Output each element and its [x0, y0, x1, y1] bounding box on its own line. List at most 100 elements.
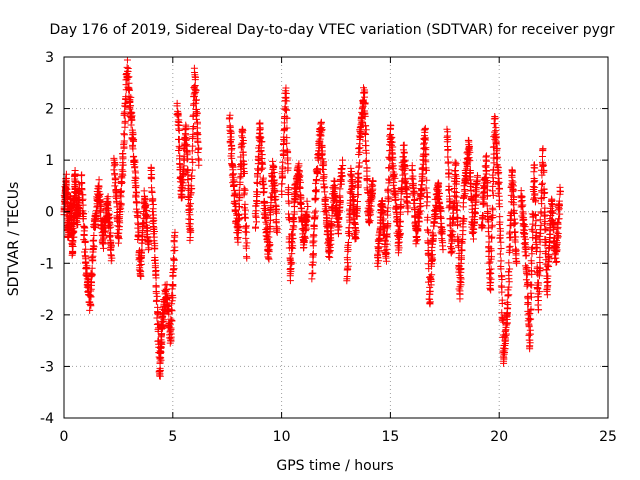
data-point — [229, 170, 237, 178]
data-point — [491, 120, 499, 128]
data-point — [400, 166, 408, 174]
data-point — [354, 177, 362, 185]
data-point — [489, 187, 497, 195]
data-point — [497, 238, 505, 246]
data-point — [141, 194, 149, 202]
data-point — [543, 279, 551, 287]
data-point — [397, 202, 405, 210]
data-point — [117, 200, 125, 208]
data-point — [556, 210, 564, 218]
data-point — [387, 141, 395, 149]
data-point — [195, 144, 203, 152]
data-point — [259, 164, 267, 172]
data-point — [107, 229, 115, 237]
data-point — [390, 170, 398, 178]
data-point — [458, 247, 466, 255]
data-point — [466, 157, 474, 165]
data-point — [497, 245, 505, 253]
data-point — [331, 184, 339, 192]
data-point — [465, 136, 473, 144]
data-point — [129, 136, 137, 144]
data-point — [492, 138, 500, 146]
data-point — [165, 310, 173, 318]
data-point — [236, 174, 244, 182]
data-point — [260, 184, 268, 192]
data-point — [123, 74, 131, 82]
data-point — [404, 208, 412, 216]
data-point — [444, 153, 452, 161]
data-point — [409, 191, 417, 199]
data-point — [331, 193, 339, 201]
data-point — [170, 238, 178, 246]
data-point — [485, 259, 493, 267]
data-point — [186, 224, 194, 232]
data-point — [301, 234, 309, 242]
data-point — [513, 259, 521, 267]
data-point — [362, 122, 370, 130]
data-point — [314, 167, 322, 175]
data-point — [538, 153, 546, 161]
data-point — [74, 221, 82, 229]
data-point — [230, 181, 238, 189]
data-point — [105, 210, 113, 218]
chart-title: Day 176 of 2019, Sidereal Day-to-day VTE… — [49, 22, 614, 38]
data-point — [258, 151, 266, 159]
data-point — [89, 244, 97, 252]
data-point — [422, 184, 430, 192]
data-points — [60, 56, 564, 380]
data-point — [504, 301, 512, 309]
data-point — [157, 348, 165, 356]
data-point — [384, 185, 392, 193]
data-point — [253, 178, 261, 186]
data-point — [252, 218, 260, 226]
data-point — [123, 56, 131, 64]
data-point — [453, 202, 461, 210]
data-point — [312, 207, 320, 215]
data-point — [125, 86, 133, 94]
data-point — [69, 224, 77, 232]
data-point — [299, 244, 307, 252]
data-point — [241, 169, 249, 177]
data-point — [422, 136, 430, 144]
data-point — [336, 197, 344, 205]
data-point — [382, 257, 390, 265]
data-point — [231, 190, 239, 198]
data-point — [168, 307, 176, 315]
data-point — [424, 193, 431, 201]
data-point — [374, 253, 382, 261]
data-point — [120, 130, 128, 138]
data-point — [344, 262, 352, 270]
data-point — [383, 249, 391, 257]
data-point — [555, 197, 563, 205]
data-point — [169, 294, 177, 302]
data-point — [150, 233, 158, 241]
data-point — [479, 212, 487, 220]
data-point — [482, 163, 490, 171]
data-point — [303, 197, 311, 205]
data-point — [304, 203, 312, 211]
data-point — [266, 241, 274, 249]
data-point — [535, 279, 543, 287]
data-point — [164, 293, 172, 301]
data-point — [120, 144, 128, 152]
data-point — [267, 204, 275, 212]
data-point — [326, 247, 334, 255]
data-point — [69, 247, 77, 255]
data-point — [254, 173, 262, 181]
x-tick-label: 20 — [490, 429, 508, 445]
data-point — [285, 190, 293, 198]
y-tick-label: 2 — [45, 102, 54, 118]
data-point — [82, 265, 90, 273]
data-point — [132, 182, 140, 190]
y-tick-label: 3 — [45, 50, 54, 66]
data-point — [280, 152, 288, 160]
x-axis-label: GPS time / hours — [276, 458, 393, 474]
data-point — [531, 164, 539, 172]
data-point — [239, 137, 247, 145]
y-tick-label: 1 — [45, 153, 54, 169]
data-point — [182, 121, 190, 129]
data-point — [520, 240, 528, 248]
y-tick-labels: -4 -3 -2 -1 0 1 2 3 — [40, 50, 54, 427]
data-point — [311, 213, 319, 221]
data-point — [521, 244, 529, 252]
